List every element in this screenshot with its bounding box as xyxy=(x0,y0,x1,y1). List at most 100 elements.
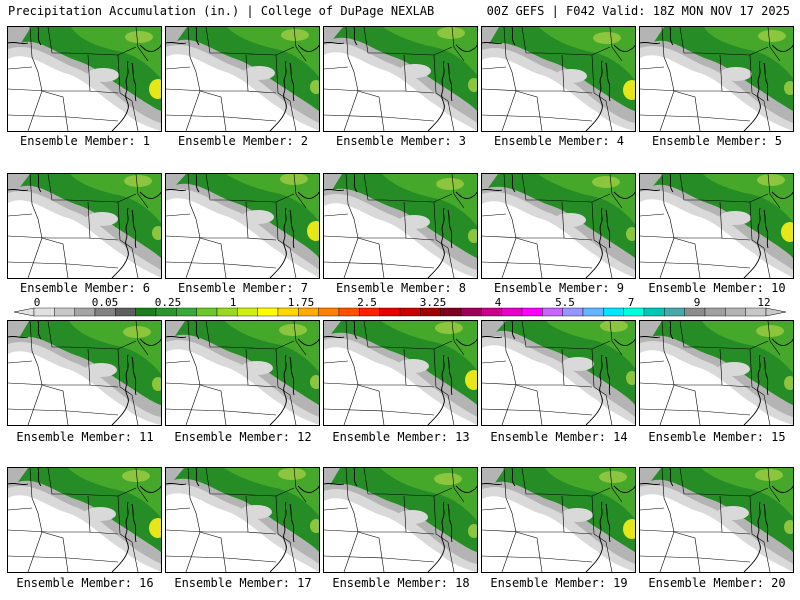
ensemble-member-label: Ensemble Member: 15 xyxy=(648,430,786,444)
scale-color-cell xyxy=(582,307,604,317)
precip-map xyxy=(166,468,319,572)
precip-map xyxy=(482,174,635,278)
ensemble-map-panel xyxy=(323,467,478,573)
scale-color-cell xyxy=(460,307,482,317)
scale-tick-label: 0 xyxy=(33,296,41,309)
ensemble-map-panel xyxy=(639,467,794,573)
precip-map xyxy=(166,321,319,425)
ensemble-member-label: Ensemble Member: 4 xyxy=(493,134,625,148)
precip-map xyxy=(482,27,635,131)
scale-color-cell xyxy=(420,307,441,317)
ensemble-member-label: Ensemble Member: 1 xyxy=(19,134,151,148)
scale-color-cell xyxy=(643,307,665,317)
ensemble-member-label: Ensemble Member: 8 xyxy=(335,281,467,295)
ensemble-map-panel xyxy=(323,173,478,279)
ensemble-map-panel xyxy=(639,173,794,279)
scale-tick-label: 1 xyxy=(229,296,237,309)
scale-color-cell xyxy=(440,307,462,317)
scale-color-cell xyxy=(359,307,380,317)
scale-color-cell xyxy=(257,307,279,317)
scale-color-cell xyxy=(542,307,563,317)
ensemble-member-label: Ensemble Member: 7 xyxy=(177,281,309,295)
ensemble-map-panel xyxy=(7,467,162,573)
precip-map xyxy=(640,27,793,131)
scale-color-cell xyxy=(33,307,55,317)
ensemble-map-panel xyxy=(481,26,636,132)
precip-map xyxy=(640,321,793,425)
scale-tick-label: 0.05 xyxy=(91,296,119,309)
scale-tick-label: 2.5 xyxy=(357,296,377,309)
color-scale-bar xyxy=(13,307,787,317)
ensemble-member-label: Ensemble Member: 18 xyxy=(332,576,470,590)
ensemble-map-panel xyxy=(481,173,636,279)
precip-map xyxy=(640,174,793,278)
scale-tick-label: 3.25 xyxy=(419,296,447,309)
scale-color-cell xyxy=(277,307,299,317)
precip-map xyxy=(324,468,477,572)
precip-map xyxy=(324,174,477,278)
ensemble-member-label: Ensemble Member: 11 xyxy=(16,430,154,444)
scale-color-cell xyxy=(155,307,177,317)
scale-color-cell xyxy=(603,307,624,317)
scale-color-cell xyxy=(399,307,421,317)
scale-color-cell xyxy=(664,307,685,317)
scale-color-cell xyxy=(74,307,96,317)
scale-tick-label: 1.75 xyxy=(287,296,315,309)
scale-color-cell xyxy=(338,307,360,317)
scale-color-cell xyxy=(704,307,726,317)
ensemble-map-panel xyxy=(481,467,636,573)
scale-color-cell xyxy=(237,307,258,317)
scale-min-arrow xyxy=(13,307,35,317)
header-right: 00Z GEFS | F042 Valid: 18Z MON NOV 17 20… xyxy=(486,4,790,18)
scale-color-cell xyxy=(521,307,543,317)
scale-tick-label: 7 xyxy=(627,296,635,309)
ensemble-member-label: Ensemble Member: 10 xyxy=(648,281,786,295)
ensemble-map-panel xyxy=(7,320,162,426)
scale-color-cell xyxy=(196,307,218,317)
ensemble-map-panel xyxy=(165,26,320,132)
scale-color-cell xyxy=(481,307,502,317)
ensemble-map-panel xyxy=(481,320,636,426)
ensemble-map-panel xyxy=(7,26,162,132)
ensemble-map-panel xyxy=(639,26,794,132)
scale-color-cell xyxy=(115,307,136,317)
precip-map xyxy=(8,321,161,425)
precip-map xyxy=(8,27,161,131)
ensemble-map-panel xyxy=(323,320,478,426)
ensemble-map-panel xyxy=(7,173,162,279)
scale-tick-label: 0.25 xyxy=(154,296,182,309)
ensemble-map-panel xyxy=(639,320,794,426)
ensemble-member-label: Ensemble Member: 5 xyxy=(651,134,783,148)
precip-map xyxy=(640,468,793,572)
ensemble-member-label: Ensemble Member: 16 xyxy=(16,576,154,590)
ensemble-map-panel xyxy=(165,173,320,279)
scale-color-cell xyxy=(135,307,157,317)
scale-color-cell xyxy=(216,307,238,317)
scale-color-cell xyxy=(379,307,401,317)
scale-color-cell xyxy=(745,307,767,317)
ensemble-map-panel xyxy=(165,320,320,426)
scale-color-cell xyxy=(501,307,523,317)
scale-color-cell xyxy=(725,307,746,317)
ensemble-member-label: Ensemble Member: 20 xyxy=(648,576,786,590)
precip-map xyxy=(166,27,319,131)
scale-tick-label: 5.5 xyxy=(555,296,575,309)
precip-map xyxy=(166,174,319,278)
ensemble-member-label: Ensemble Member: 14 xyxy=(490,430,628,444)
scale-tick-label: 9 xyxy=(693,296,701,309)
precip-map xyxy=(324,27,477,131)
scale-color-cell xyxy=(298,307,319,317)
header-left: Precipitation Accumulation (in.) | Colle… xyxy=(8,4,435,18)
ensemble-map-panel xyxy=(165,467,320,573)
scale-color-cell xyxy=(54,307,75,317)
scale-color-cell xyxy=(684,307,706,317)
ensemble-member-label: Ensemble Member: 6 xyxy=(19,281,151,295)
precip-map xyxy=(8,468,161,572)
scale-color-cell xyxy=(94,307,116,317)
ensemble-map-panel xyxy=(323,26,478,132)
ensemble-member-label: Ensemble Member: 13 xyxy=(332,430,470,444)
precip-map xyxy=(482,321,635,425)
precip-map xyxy=(324,321,477,425)
ensemble-member-label: Ensemble Member: 9 xyxy=(493,281,625,295)
ensemble-member-label: Ensemble Member: 3 xyxy=(335,134,467,148)
